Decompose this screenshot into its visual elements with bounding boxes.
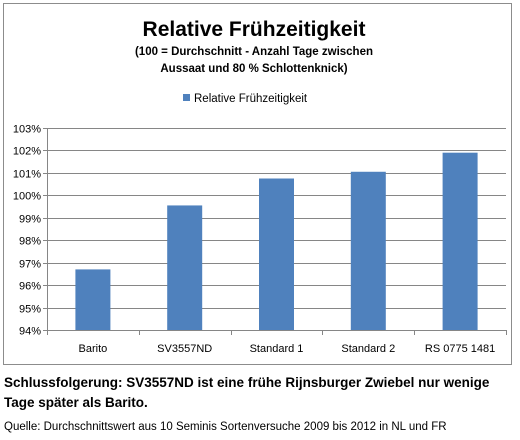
y-tick-label: 100%: [13, 191, 41, 203]
x-tick-label: Barito: [79, 343, 108, 355]
chart-title: Relative Frühzeitigkeit: [143, 18, 366, 41]
source-note: Quelle: Durchschnittswert aus 10 Seminis…: [4, 421, 447, 433]
chart-area: Relative Frühzeitigkeit (100 = Durchschn…: [3, 3, 512, 365]
y-tick-label: 102%: [13, 146, 41, 158]
x-tick-label: Standard 2: [341, 343, 395, 355]
plot-area: 94% 95% 96% 97% 98% 99% 100% 101% 102% 103% Barito…: [13, 124, 507, 355]
y-tick-label: 97%: [19, 259, 41, 271]
chart-subtitle-line-1: (100 = Durchschnitt - Anzahl Tage zwisch…: [135, 46, 373, 58]
chart-legend: Relative Frühzeitigkeit: [183, 93, 308, 105]
bar-chart: Relative Frühzeitigkeit (100 = Durchschn…: [13, 18, 507, 355]
y-tick-label: 103%: [13, 124, 41, 136]
bar: [75, 269, 111, 330]
y-tick-label: 94%: [19, 326, 41, 338]
bar: [442, 152, 478, 330]
y-tick-label: 101%: [13, 169, 41, 181]
y-tick-label: 99%: [19, 214, 41, 226]
bar: [167, 205, 203, 330]
y-tick-label: 98%: [19, 236, 41, 248]
bar: [350, 171, 386, 330]
x-tick-label: SV3557ND: [157, 343, 212, 355]
legend-swatch: [183, 94, 190, 101]
y-tick-label: 95%: [19, 304, 41, 316]
bar: [259, 178, 294, 330]
conclusion-text: Schlussfolgerung: SV3557ND ist eine früh…: [4, 375, 490, 410]
legend-label: Relative Frühzeitigkeit: [194, 93, 308, 105]
x-tick-label: RS 0775 1481: [425, 343, 495, 355]
chart-subtitle-line-2: Aussaat und 80 % Schlottenknick): [160, 63, 347, 75]
x-tick-label: Standard 1: [250, 343, 304, 355]
y-tick-label: 96%: [19, 281, 41, 293]
